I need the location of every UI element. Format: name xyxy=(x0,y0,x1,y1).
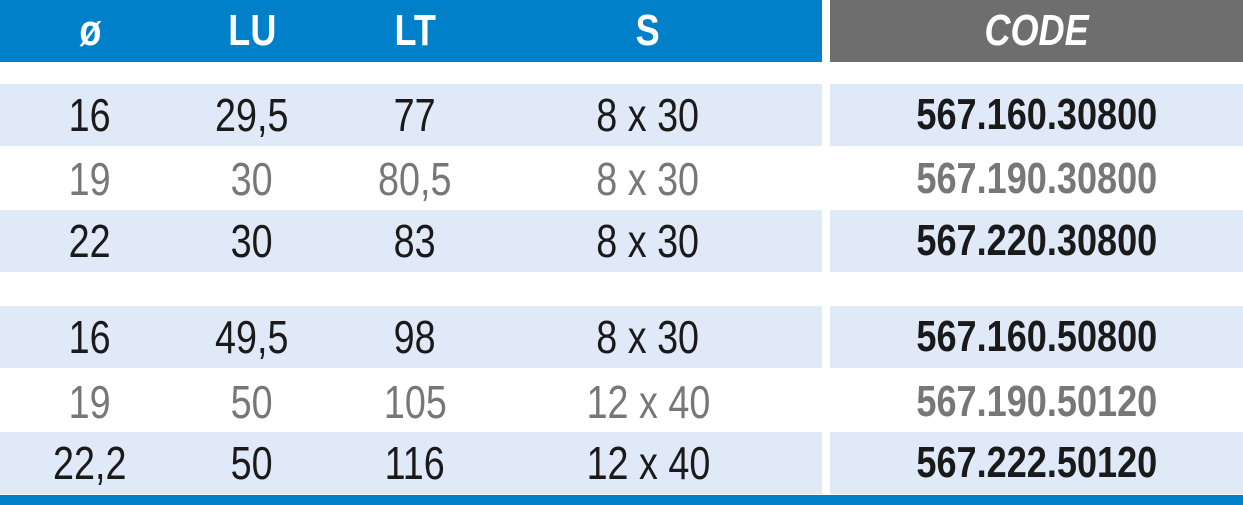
cell-diameter: 19 xyxy=(69,375,111,428)
cell-code: 567.190.50120 xyxy=(916,376,1157,426)
cell-lt: 80,5 xyxy=(378,152,452,205)
row-code-bg xyxy=(830,84,1243,146)
header-lt: LT xyxy=(394,6,436,55)
header-diameter: ø xyxy=(78,6,102,55)
cell-s: 8 x 30 xyxy=(596,152,700,205)
table-row: 22 30 83 8 x 30 567.220.30800 xyxy=(0,210,1243,272)
row-bg xyxy=(0,306,822,368)
cell-lu: 49,5 xyxy=(215,311,289,363)
cell-diameter: 19 xyxy=(69,152,111,205)
bottom-rule xyxy=(0,495,1243,505)
cell-code: 567.222.50120 xyxy=(916,438,1157,487)
cell-s: 8 x 30 xyxy=(596,215,700,267)
row-bg xyxy=(0,432,822,494)
header-s: S xyxy=(635,6,661,55)
table-row: 19 50 105 12 x 40 567.190.50120 xyxy=(0,370,1243,433)
cell-s: 12 x 40 xyxy=(586,375,710,428)
cell-diameter: 22,2 xyxy=(53,437,127,489)
header-code: CODE xyxy=(984,6,1089,55)
table-row: 22,2 50 116 12 x 40 567.222.50120 xyxy=(0,432,1243,494)
cell-lt: 77 xyxy=(394,89,436,141)
row-code-bg xyxy=(830,306,1243,368)
cell-lt: 105 xyxy=(383,375,447,428)
row-bg xyxy=(0,210,822,272)
cell-code: 567.160.50800 xyxy=(916,312,1157,361)
table-row: 19 30 80,5 8 x 30 567.190.30800 xyxy=(0,147,1243,210)
row-code-bg xyxy=(830,432,1243,494)
cell-s: 8 x 30 xyxy=(596,311,700,363)
table-row: 16 49,5 98 8 x 30 567.160.50800 xyxy=(0,306,1243,368)
cell-code: 567.160.30800 xyxy=(916,90,1157,139)
cell-code: 567.220.30800 xyxy=(916,216,1157,265)
cell-diameter: 16 xyxy=(69,89,111,141)
cell-lu: 30 xyxy=(231,215,273,267)
row-bg xyxy=(0,84,822,146)
header-lu: LU xyxy=(227,6,277,55)
cell-s: 12 x 40 xyxy=(586,437,710,489)
table-row: 16 29,5 77 8 x 30 567.160.30800 xyxy=(0,84,1243,146)
cell-lu: 50 xyxy=(231,375,273,428)
cell-lu: 29,5 xyxy=(215,89,289,141)
header-blue-band xyxy=(0,0,822,62)
cell-lu: 50 xyxy=(231,437,273,489)
cell-lt: 116 xyxy=(384,437,446,489)
cell-diameter: 16 xyxy=(69,311,111,363)
cell-s: 8 x 30 xyxy=(596,89,700,141)
row-code-bg xyxy=(830,210,1243,272)
cell-diameter: 22 xyxy=(69,215,111,267)
cell-lt: 83 xyxy=(394,215,436,267)
cell-code: 567.190.30800 xyxy=(916,153,1157,203)
header-gray-band xyxy=(830,0,1243,62)
cell-lu: 30 xyxy=(231,152,273,205)
cell-lt: 98 xyxy=(394,311,436,363)
